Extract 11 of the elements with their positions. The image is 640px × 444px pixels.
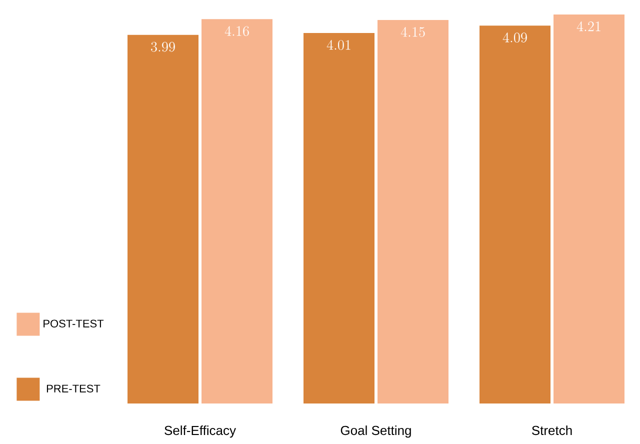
data-label: 4. 15 <box>400 26 425 37</box>
x-tick-label: Self-Efficacy <box>164 426 236 438</box>
legend-label: POST-TEST <box>44 320 104 328</box>
data-label: 4.21 <box>576 21 600 32</box>
data-label: 4.01 <box>326 40 350 50</box>
data-label: 4. 16 <box>224 26 249 36</box>
data-label: 4.09 <box>502 32 527 43</box>
x-tick-label: Goal Setting <box>340 426 411 438</box>
legend-label: PRE-TEST <box>46 384 100 392</box>
data-label: 3.99 <box>151 42 175 52</box>
x-tick-label: Stretch <box>532 426 572 436</box>
